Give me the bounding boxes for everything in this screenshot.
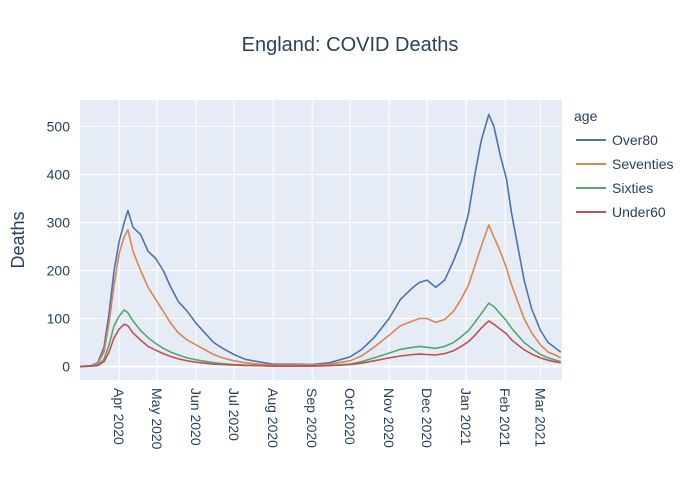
x-tick-label: Jul 2020	[226, 388, 242, 441]
legend-entry-label: Sixties	[612, 180, 653, 196]
y-tick-label: 500	[47, 118, 71, 134]
y-tick-label: 100	[47, 311, 71, 327]
x-tick-label: Aug 2020	[265, 388, 281, 448]
x-tick-label: Sep 2020	[304, 388, 320, 448]
y-tick-label: 300	[47, 214, 71, 230]
chart-title: England: COVID Deaths	[242, 34, 459, 56]
series-line-over80	[79, 113, 562, 368]
y-tick-label: 400	[47, 166, 71, 182]
series-line-under60	[79, 320, 561, 368]
plot-area	[80, 100, 562, 380]
x-tick-label: Jun 2020	[188, 388, 204, 446]
x-tick-label: Jan 2021	[458, 388, 474, 446]
y-tick-label: 0	[62, 359, 70, 375]
y-axis-ticks: 0 100 200 300 400 500	[47, 118, 71, 374]
legend-entry-label: Over80	[612, 132, 658, 148]
x-axis-ticks: Apr 2020 May 2020 Jun 2020 Jul 2020 Aug 2020…	[111, 388, 548, 450]
y-axis-title: Deaths	[8, 211, 28, 268]
series-line-seventies	[79, 224, 562, 368]
x-tick-label: May 2020	[149, 388, 165, 450]
legend-entry-label: Seventies	[612, 156, 673, 172]
legend-entry-label: Under60	[612, 204, 666, 220]
x-tick-label: Feb 2021	[497, 388, 513, 447]
x-tick-label: Nov 2020	[381, 388, 397, 448]
x-tick-label: Dec 2020	[419, 388, 435, 448]
x-tick-label: Oct 2020	[342, 388, 358, 445]
legend: age Over80 Seventies Sixties Under60	[574, 108, 673, 220]
x-tick-label: Apr 2020	[111, 388, 127, 445]
gridlines	[80, 100, 562, 380]
series-lines	[79, 113, 562, 368]
y-tick-label: 200	[47, 262, 71, 278]
legend-title: age	[574, 108, 598, 124]
x-tick-label: Mar 2021	[533, 388, 549, 447]
